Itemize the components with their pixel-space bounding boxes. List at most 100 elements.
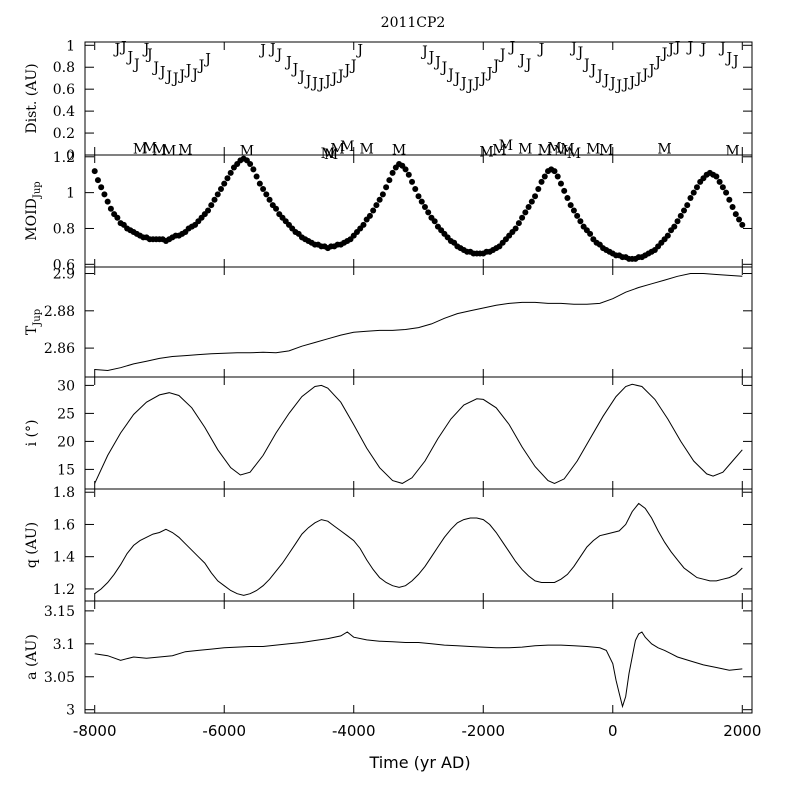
encounter-marker-j: J — [142, 42, 150, 58]
moid-point — [723, 189, 730, 196]
moid-point — [690, 189, 697, 196]
y-tick-label: 20 — [57, 434, 75, 450]
moid-point — [273, 205, 280, 212]
y-axis-label-moid: MOIDJup — [24, 181, 43, 240]
encounter-marker-j: J — [355, 43, 363, 59]
y-tick-label: 25 — [57, 406, 75, 422]
moid-point — [211, 196, 218, 203]
x-tick-label: -8000 — [73, 722, 117, 740]
encounter-marker-j: J — [640, 67, 648, 83]
panel-incl: 15 20 25 30 i (°) — [24, 376, 753, 490]
encounter-marker-j: J — [621, 77, 629, 93]
moid-point — [431, 218, 438, 225]
encounter-marker-j: J — [627, 74, 635, 90]
x-axis-title: Time (yr AD) — [368, 753, 470, 772]
panel-q: 1.2 1.4 1.6 1.8 q (AU) — [24, 485, 753, 602]
moid-point — [205, 207, 212, 214]
encounter-marker-j: J — [569, 40, 577, 56]
y-axis-label-tjup: TJup — [24, 309, 43, 335]
moid-point — [541, 173, 548, 180]
x-tick-label: -4000 — [332, 722, 376, 740]
panel-frame — [84, 376, 753, 490]
encounter-marker-j: J — [508, 39, 516, 55]
moid-point — [104, 198, 111, 205]
y-tick-label: 3.05 — [44, 670, 75, 686]
moid-point — [577, 218, 584, 225]
encounter-marker-j: J — [433, 55, 441, 71]
moid-point — [551, 168, 558, 175]
moid-point — [528, 198, 535, 205]
encounter-marker-m: M — [499, 138, 513, 154]
encounter-marker-j: J — [119, 39, 127, 55]
encounter-marker-j: J — [158, 65, 166, 81]
encounter-marker-j: J — [323, 73, 331, 89]
moid-point — [681, 207, 688, 214]
encounter-marker-j: J — [203, 51, 211, 67]
encounter-marker-j: J — [132, 57, 140, 73]
moid-point — [739, 221, 746, 228]
moid-point — [370, 207, 377, 214]
y-tick-label: 1.2 — [53, 582, 75, 598]
moid-point — [101, 191, 108, 198]
moid-point — [253, 173, 260, 180]
encounter-marker-j: J — [336, 68, 344, 84]
moid-point — [266, 196, 273, 203]
moid-point — [409, 178, 416, 185]
encounter-marker-j: J — [151, 60, 159, 76]
encounter-marker-j: J — [498, 47, 506, 63]
moid-point — [425, 209, 432, 216]
encounter-marker-m: M — [392, 143, 406, 159]
moid-point — [376, 196, 383, 203]
encounter-marker-j: J — [725, 50, 733, 66]
encounter-marker-m: M — [360, 141, 374, 157]
moid-point — [256, 180, 263, 187]
moid-point — [405, 171, 412, 178]
moid-point — [693, 184, 700, 191]
moid-point — [114, 214, 121, 221]
x-tick-label: 0 — [608, 722, 618, 740]
moid-point — [522, 209, 529, 216]
y-tick-label: 2.9 — [53, 267, 75, 283]
encounter-marker-j: J — [465, 78, 473, 94]
encounter-marker-j: J — [647, 62, 655, 78]
y-tick-label: 1 — [66, 186, 75, 202]
moid-point — [538, 178, 545, 185]
encounter-marker-j: J — [113, 42, 121, 58]
moid-point — [208, 202, 215, 209]
moid-point — [713, 173, 720, 180]
moid-point — [412, 186, 419, 193]
encounter-marker-j: J — [660, 46, 668, 62]
moid-point — [418, 198, 425, 205]
y-tick-label: 3.15 — [44, 604, 75, 620]
encounter-marker-j: J — [274, 47, 282, 63]
encounter-marker-j: J — [589, 62, 597, 78]
encounter-marker-j: J — [171, 71, 179, 87]
encounter-marker-j: J — [184, 62, 192, 78]
y-tick-label: 1.8 — [53, 485, 75, 501]
x-tick-label: -6000 — [202, 722, 246, 740]
moid-point — [263, 191, 270, 198]
encounter-marker-j: J — [634, 71, 642, 87]
encounter-marker-j: J — [524, 57, 532, 73]
encounter-marker-j: J — [485, 66, 493, 82]
y-tick-label: 1.4 — [53, 550, 75, 566]
series-line-incl — [94, 383, 743, 484]
y-axis-label-q: q (AU) — [24, 522, 40, 568]
encounter-marker-j: J — [459, 76, 467, 92]
moid-point — [674, 218, 681, 225]
panel-moid: 0.6 0.8 1 1.2 MOIDJup — [24, 150, 753, 273]
encounter-marker-j: J — [440, 60, 448, 76]
time-axis: -8000 -6000 -4000 -2000 0 2000 — [73, 722, 761, 740]
moid-point — [732, 211, 739, 218]
encounter-marker-m: M — [554, 144, 568, 160]
encounter-marker-j: J — [291, 61, 299, 77]
moid-point — [512, 225, 519, 232]
moid-point — [260, 186, 267, 193]
encounter-marker-j: J — [576, 45, 584, 61]
encounter-marker-m: M — [518, 141, 532, 157]
moid-point — [379, 191, 386, 198]
encounter-marker-j: J — [491, 58, 499, 74]
moid-point — [726, 196, 733, 203]
moid-point — [525, 203, 532, 210]
